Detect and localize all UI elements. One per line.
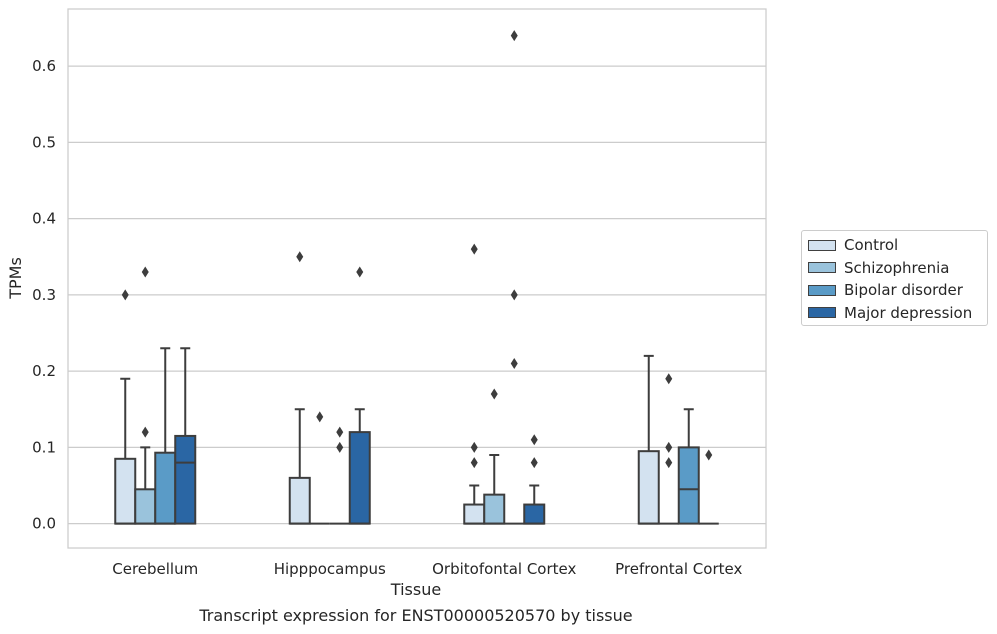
legend-swatch [808,239,836,251]
box-rect [637,450,660,525]
outlier-point [356,266,364,278]
legend: Control Schizophrenia Bipolar disorder Majo… [801,230,988,326]
box-1-1 [309,411,330,525]
chart-caption: Transcript expression for ENST0000052057… [199,606,633,625]
box-rect [288,476,311,525]
outlier-point [121,289,129,301]
box-0-2 [154,347,177,525]
box-groups [114,30,719,525]
outlier-point [470,441,478,453]
box-1-0 [288,251,311,525]
box-0-0 [114,289,137,525]
box-3-2 [677,408,700,525]
box-3-0 [637,354,660,525]
box-2-3 [523,434,546,525]
outlier-point [530,434,538,446]
outlier-point [530,457,538,469]
outlier-point [510,30,518,42]
box-rect [114,457,137,525]
outlier-point [470,243,478,255]
box-1-3 [348,266,371,525]
box-2-1 [483,388,506,525]
legend-swatch [808,262,836,273]
box-rect [483,493,506,525]
x-tick-label: Prefrontal Cortex [615,560,742,578]
y-tick-label: 0.0 [32,515,56,533]
plot-frame [67,8,767,549]
outlier-point [665,441,673,453]
y-tick-label: 0.2 [32,362,56,380]
x-tick-label: Cerebellum [112,560,198,578]
box-2-2 [504,30,525,525]
y-tick-labels: 0.0 0.1 0.2 0.3 0.4 0.5 0.6 [32,57,56,532]
box-rect [348,431,371,525]
outlier-point [705,449,713,461]
outlier-point [665,457,673,469]
box-3-3 [698,449,719,525]
outlier-point [490,388,498,400]
box-1-2 [329,426,350,525]
outlier-point [336,441,344,453]
box-0-3 [174,347,197,525]
y-tick-label: 0.1 [32,438,56,456]
outlier-point [141,426,149,438]
y-tick-label: 0.5 [32,133,56,151]
legend-item: Major depression [808,303,972,323]
box-rect [523,503,546,525]
outlier-point [336,426,344,438]
legend-item: Bipolar disorder [808,280,963,300]
x-axis-label: Tissue [390,580,441,599]
x-tick-label: Hipppocampus [274,560,386,578]
legend-label: Major depression [844,303,973,322]
y-tick-label: 0.3 [32,286,56,304]
box-rect [463,503,486,525]
box-0-1 [134,266,157,525]
box-3-1 [658,373,679,525]
outlier-point [141,266,149,278]
legend-swatch [808,307,836,318]
legend-label: Control [844,236,899,254]
outlier-point [665,373,673,385]
box-rect [154,451,177,525]
outlier-point [510,358,518,370]
legend-item: Control [808,235,898,255]
outlier-point [296,251,304,263]
legend-item: Schizophrenia [808,258,949,278]
box-rect [134,488,157,525]
box-rect [677,446,700,525]
x-tick-labels: Cerebellum Hipppocampus Orbitofontal Corte… [112,560,742,578]
outlier-point [316,411,324,423]
outlier-point [510,289,518,301]
y-tick-label: 0.6 [32,57,56,75]
box-2-0 [463,243,486,525]
box-rect [174,434,197,525]
y-axis-label: TPMs [6,257,25,300]
legend-swatch [808,284,836,296]
legend-label: Bipolar disorder [844,281,963,299]
x-tick-label: Orbitofontal Cortex [432,560,576,578]
outlier-point [470,457,478,469]
legend-label: Schizophrenia [844,258,950,277]
y-tick-label: 0.4 [32,210,56,228]
